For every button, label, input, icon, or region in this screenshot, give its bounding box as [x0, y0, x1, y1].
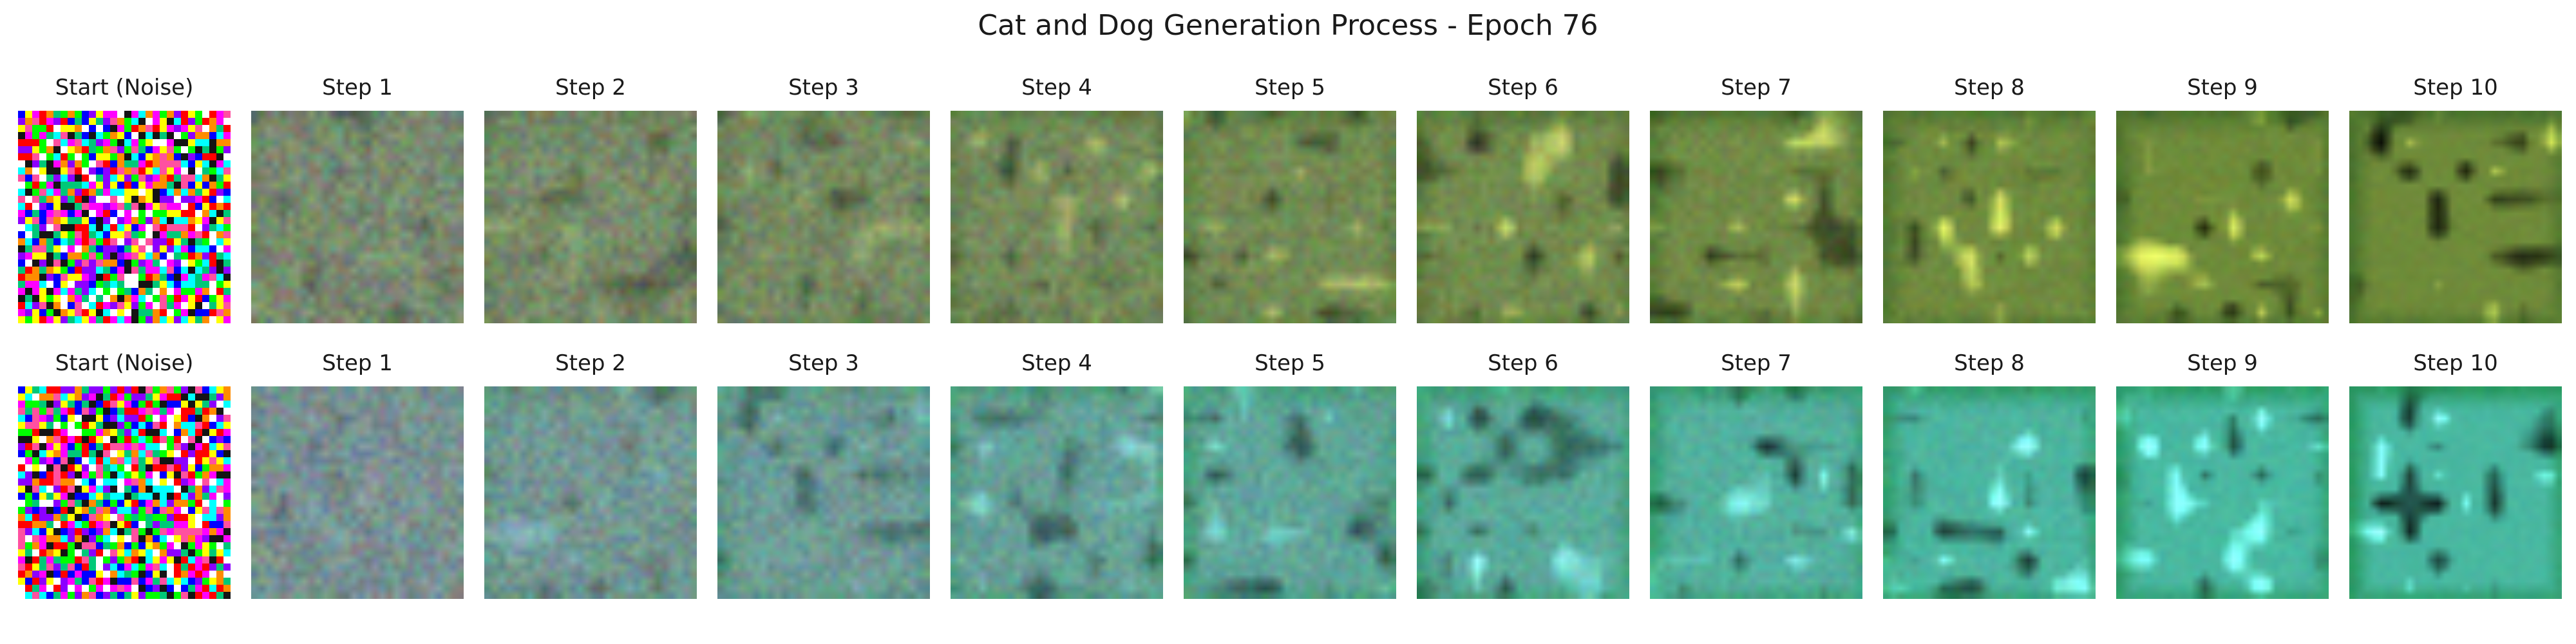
generated-image — [1184, 111, 1396, 323]
panel-title: Step 9 — [2187, 350, 2258, 376]
panel-title: Step 7 — [1721, 350, 1792, 376]
panel-title: Step 3 — [788, 75, 859, 100]
panel: Step 9 — [2116, 70, 2329, 340]
generated-image — [1417, 386, 1629, 599]
panel-title: Step 8 — [1954, 350, 2025, 376]
panel: Step 5 — [1184, 70, 1396, 340]
panel: Step 3 — [717, 70, 930, 340]
panel: Step 5 — [1184, 345, 1396, 616]
panel: Step 1 — [251, 345, 464, 616]
panel-title: Step 1 — [322, 350, 393, 376]
generated-image — [251, 386, 464, 599]
generated-image — [2349, 111, 2562, 323]
panel: Step 7 — [1650, 345, 1862, 616]
noise-image — [18, 386, 231, 599]
panel: Step 2 — [484, 70, 697, 340]
panel-title: Step 6 — [1488, 75, 1558, 100]
generated-image — [1417, 111, 1629, 323]
panel-title: Start (Noise) — [55, 75, 194, 100]
generated-image — [2116, 111, 2329, 323]
generated-image — [1650, 386, 1862, 599]
generated-image — [1883, 111, 2096, 323]
panel-title: Step 10 — [2413, 350, 2498, 376]
generation-row-1: Start (Noise) Step 1 Step 2 Step 3 Step 4 Ste… — [0, 70, 2576, 340]
panel: Step 1 — [251, 70, 464, 340]
panel-title: Step 1 — [322, 75, 393, 100]
panel: Step 10 — [2349, 70, 2562, 340]
generated-image — [951, 386, 1163, 599]
generated-image — [484, 386, 697, 599]
panel: Step 8 — [1883, 345, 2096, 616]
noise-image — [18, 111, 231, 323]
panel: Step 6 — [1417, 345, 1629, 616]
generated-image — [251, 111, 464, 323]
generated-image — [2116, 386, 2329, 599]
panel-title: Step 3 — [788, 350, 859, 376]
panel: Step 8 — [1883, 70, 2096, 340]
panel: Start (Noise) — [18, 70, 231, 340]
panel: Step 2 — [484, 345, 697, 616]
generated-image — [717, 386, 930, 599]
panel-title: Step 9 — [2187, 75, 2258, 100]
panel-title: Start (Noise) — [55, 350, 194, 376]
panel: Step 9 — [2116, 345, 2329, 616]
panel-title: Step 7 — [1721, 75, 1792, 100]
panel: Step 4 — [951, 70, 1163, 340]
panel: Step 7 — [1650, 70, 1862, 340]
panel-title: Step 5 — [1255, 350, 1325, 376]
panel-title: Step 8 — [1954, 75, 2025, 100]
panel: Step 10 — [2349, 345, 2562, 616]
figure-title: Cat and Dog Generation Process - Epoch 7… — [978, 9, 1598, 42]
panel: Start (Noise) — [18, 345, 231, 616]
panel-title: Step 2 — [555, 350, 626, 376]
panel-title: Step 4 — [1021, 75, 1092, 100]
panel-title: Step 4 — [1021, 350, 1092, 376]
panel-title: Step 2 — [555, 75, 626, 100]
panel: Step 4 — [951, 345, 1163, 616]
generated-image — [1650, 111, 1862, 323]
panel-title: Step 10 — [2413, 75, 2498, 100]
generated-image — [1184, 386, 1396, 599]
generated-image — [2349, 386, 2562, 599]
generated-image — [951, 111, 1163, 323]
generated-image — [484, 111, 697, 323]
panel: Step 6 — [1417, 70, 1629, 340]
generated-image — [717, 111, 930, 323]
panel-title: Step 5 — [1255, 75, 1325, 100]
panel: Step 3 — [717, 345, 930, 616]
generation-row-2: Start (Noise) Step 1 Step 2 Step 3 Step 4 Ste… — [0, 345, 2576, 616]
generated-image — [1883, 386, 2096, 599]
panel-title: Step 6 — [1488, 350, 1558, 376]
